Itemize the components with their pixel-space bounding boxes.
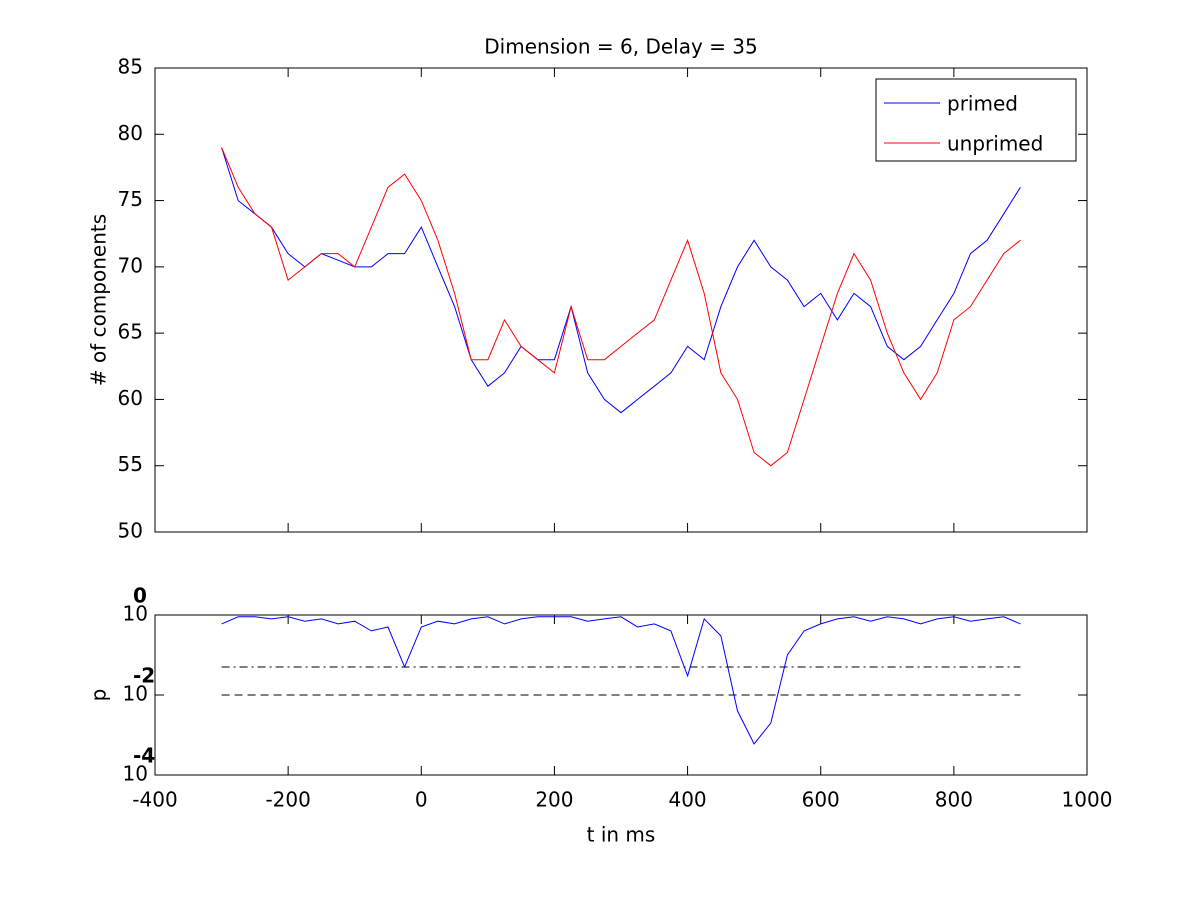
y-tick-exponent: -2 (133, 664, 155, 688)
y-tick-label: 10 (123, 682, 148, 706)
y-tick-label: 75 (118, 187, 143, 211)
chart-title: Dimension = 6, Delay = 35 (484, 35, 758, 59)
legend-box (875, 78, 1077, 162)
y-tick-label: 85 (118, 55, 143, 79)
series-line (221, 147, 1021, 467)
x-tick-label: 600 (802, 788, 840, 812)
y-tick-label: 10 (123, 602, 148, 626)
y-tick-label: 80 (118, 121, 143, 145)
y-tick-label: 55 (118, 452, 143, 476)
plot-area (154, 614, 1088, 776)
y-axis-label: # of components (87, 214, 111, 386)
y-tick-label: 10 (123, 762, 148, 786)
x-tick-label: -400 (132, 788, 177, 812)
y-tick-label: 65 (118, 320, 143, 344)
y-tick-label: 50 (118, 519, 143, 543)
x-tick-label: 400 (668, 788, 706, 812)
x-tick-label: 1000 (1062, 788, 1113, 812)
series-line (221, 616, 1021, 745)
y-tick-label: 70 (118, 253, 143, 277)
y-axis-label: p (87, 689, 111, 702)
y-tick-label: 60 (118, 386, 143, 410)
legend-label: primed (947, 92, 1018, 116)
legend-label: unprimed (947, 132, 1043, 156)
x-axis-label: t in ms (587, 823, 656, 847)
x-tick-label: 0 (415, 788, 428, 812)
y-tick-exponent: -4 (133, 744, 155, 768)
x-tick-label: 200 (535, 788, 573, 812)
x-tick-label: 800 (935, 788, 973, 812)
y-tick-exponent: 0 (133, 584, 147, 608)
x-tick-label: -200 (265, 788, 310, 812)
